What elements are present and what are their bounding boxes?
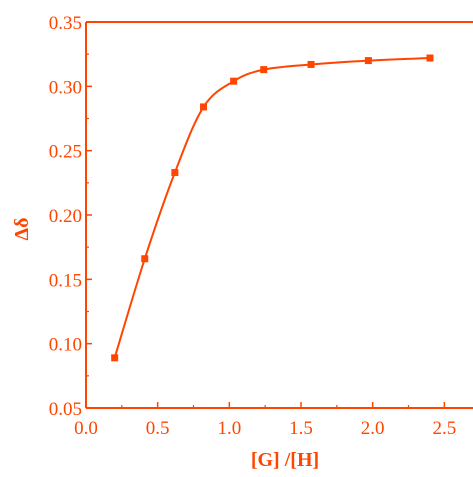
data-point [260, 66, 268, 74]
y-tick-label: 0.35 [49, 13, 82, 34]
x-tick-label: 1.5 [289, 418, 313, 439]
data-point [364, 57, 372, 65]
y-tick-label: 0.05 [49, 399, 82, 420]
y-tick-label: 0.30 [49, 77, 82, 98]
x-tick-label: 0.0 [74, 418, 98, 439]
y-tick-label: 0.20 [49, 206, 82, 227]
y-axis-label: Δδ [11, 218, 33, 241]
y-tick-label: 0.10 [49, 335, 82, 356]
data-point [230, 77, 238, 85]
series-layer [111, 54, 434, 362]
data-point [200, 103, 208, 111]
axes-layer: 0.05 0.10 0.15 0.20 0.25 0.30 0.35 0.0 0.5 1.0 1.5… [49, 13, 473, 439]
data-point [426, 54, 434, 62]
x-axis-label: [G] /[H] [251, 449, 319, 471]
x-tick-label: 0.5 [146, 418, 170, 439]
x-tick-label: 2.0 [361, 418, 385, 439]
data-point [307, 60, 315, 68]
data-point [141, 255, 149, 263]
data-point [171, 169, 179, 177]
data-point [111, 354, 119, 362]
y-tick-label: 0.15 [49, 270, 82, 291]
y-tick-label: 0.25 [49, 142, 82, 163]
x-tick-label: 1.0 [217, 418, 241, 439]
series-line [113, 57, 431, 359]
x-tick-label: 2.5 [432, 418, 456, 439]
